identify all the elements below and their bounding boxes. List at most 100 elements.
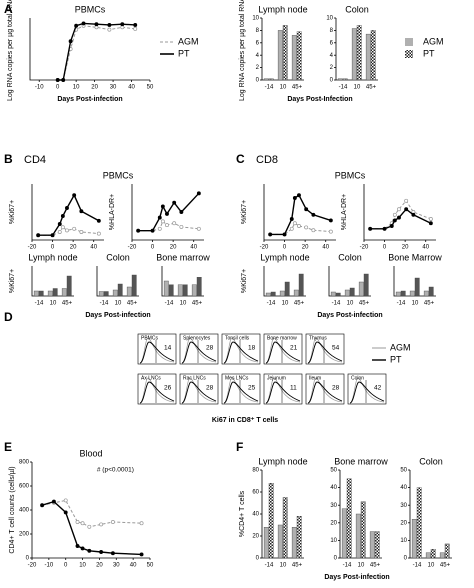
bar xyxy=(112,289,118,297)
data-point xyxy=(55,78,60,82)
data-point xyxy=(389,224,394,228)
x-tick-label: 20 xyxy=(402,245,409,251)
bar xyxy=(38,290,44,297)
legend-label: AGM xyxy=(423,36,444,46)
data-point xyxy=(392,218,397,223)
x-tick-label: 0 xyxy=(64,563,68,569)
data-point xyxy=(292,221,297,226)
histogram-curve xyxy=(139,381,175,404)
histogram-title: Jejunum xyxy=(267,375,286,381)
legend-label: AGM xyxy=(178,36,199,46)
x-axis-label: Days Post-infection xyxy=(85,312,150,319)
data-point xyxy=(80,546,85,551)
data-point xyxy=(382,226,387,231)
data-point xyxy=(328,218,333,223)
x-tick-label: 10 xyxy=(280,563,287,569)
histogram-value: 11 xyxy=(290,385,297,392)
data-point xyxy=(136,228,141,233)
data-point xyxy=(172,221,177,226)
y-tick-label: 400 xyxy=(19,508,30,514)
x-tick-label: 20 xyxy=(70,245,77,251)
data-point xyxy=(304,225,309,230)
series-line xyxy=(138,192,200,232)
data-point xyxy=(65,206,69,210)
y-axis-label: %Ki67+ xyxy=(241,200,248,224)
data-point xyxy=(96,231,101,236)
y-tick-label: 4 xyxy=(330,53,334,59)
x-tick-label: 40 xyxy=(130,563,137,569)
bar xyxy=(296,516,302,559)
bar xyxy=(400,290,406,297)
data-point xyxy=(289,226,294,231)
bar xyxy=(356,25,362,81)
histogram-curve xyxy=(223,381,259,404)
bar xyxy=(409,290,415,297)
legend-label: AGM xyxy=(390,342,411,352)
axis xyxy=(161,266,204,297)
data-point xyxy=(157,215,162,220)
data-point xyxy=(304,207,309,212)
series-line xyxy=(42,499,142,528)
y-tick-label: 60 xyxy=(252,490,259,496)
bar xyxy=(370,30,376,81)
bar xyxy=(268,483,274,559)
x-tick-label: 10 xyxy=(282,301,289,307)
bar xyxy=(177,284,183,297)
x-tick-label: 40 xyxy=(422,245,429,251)
panel-label: A xyxy=(4,2,13,16)
histogram-curve xyxy=(265,341,301,364)
axis xyxy=(96,266,139,297)
legend-swatch xyxy=(405,38,413,46)
x-tick-label: -20 xyxy=(260,245,269,251)
x-tick-label: 10 xyxy=(428,563,435,569)
axis xyxy=(31,266,74,297)
data-point xyxy=(397,207,401,212)
bar xyxy=(360,501,366,559)
y-tick-label: 0 xyxy=(256,556,260,562)
data-point xyxy=(297,193,301,198)
data-point xyxy=(75,520,80,524)
bar xyxy=(98,291,104,297)
axis xyxy=(393,266,436,297)
x-tick-label: 20 xyxy=(170,245,177,251)
bar xyxy=(355,513,361,559)
panel-label: D xyxy=(4,310,13,324)
data-point xyxy=(133,23,138,27)
y-tick-label: 10 xyxy=(326,16,333,22)
bar xyxy=(298,273,304,297)
bar xyxy=(47,290,53,297)
y-tick-label: 10 xyxy=(330,538,337,544)
bar xyxy=(414,277,420,297)
bar xyxy=(330,291,336,297)
histogram-value: 21 xyxy=(290,345,298,352)
histogram-title: Thymus xyxy=(309,335,327,341)
x-tick-label: 45+ xyxy=(366,85,377,91)
bar xyxy=(263,527,269,559)
x-tick-label: -14 xyxy=(343,563,352,569)
x-tick-label: 10 xyxy=(280,85,287,91)
chart-title: Colon xyxy=(338,252,362,262)
bar xyxy=(291,35,297,81)
x-axis-label: Ki67 in CD8⁺ T cells xyxy=(212,417,278,424)
data-point xyxy=(428,217,433,221)
data-point xyxy=(107,27,112,32)
bar xyxy=(182,284,188,297)
bar xyxy=(277,524,283,559)
chart-title: PBMCs xyxy=(335,170,366,180)
histogram-title: Ax LNCs xyxy=(141,375,161,381)
y-tick-label: 30 xyxy=(400,503,407,509)
panel-heading: CD4 xyxy=(24,154,46,166)
bar xyxy=(335,292,341,297)
data-point xyxy=(282,232,287,237)
bar xyxy=(344,289,350,297)
data-point xyxy=(150,228,155,233)
y-tick-label: 80 xyxy=(252,468,259,474)
bar xyxy=(439,552,445,559)
bar xyxy=(163,280,169,297)
histogram-value: 14 xyxy=(164,345,172,352)
histogram-curve xyxy=(349,381,385,404)
data-point xyxy=(297,224,301,228)
histogram-curve xyxy=(181,341,217,364)
panel-label: B xyxy=(4,152,13,166)
chart-title: Bone marrow xyxy=(156,252,210,262)
